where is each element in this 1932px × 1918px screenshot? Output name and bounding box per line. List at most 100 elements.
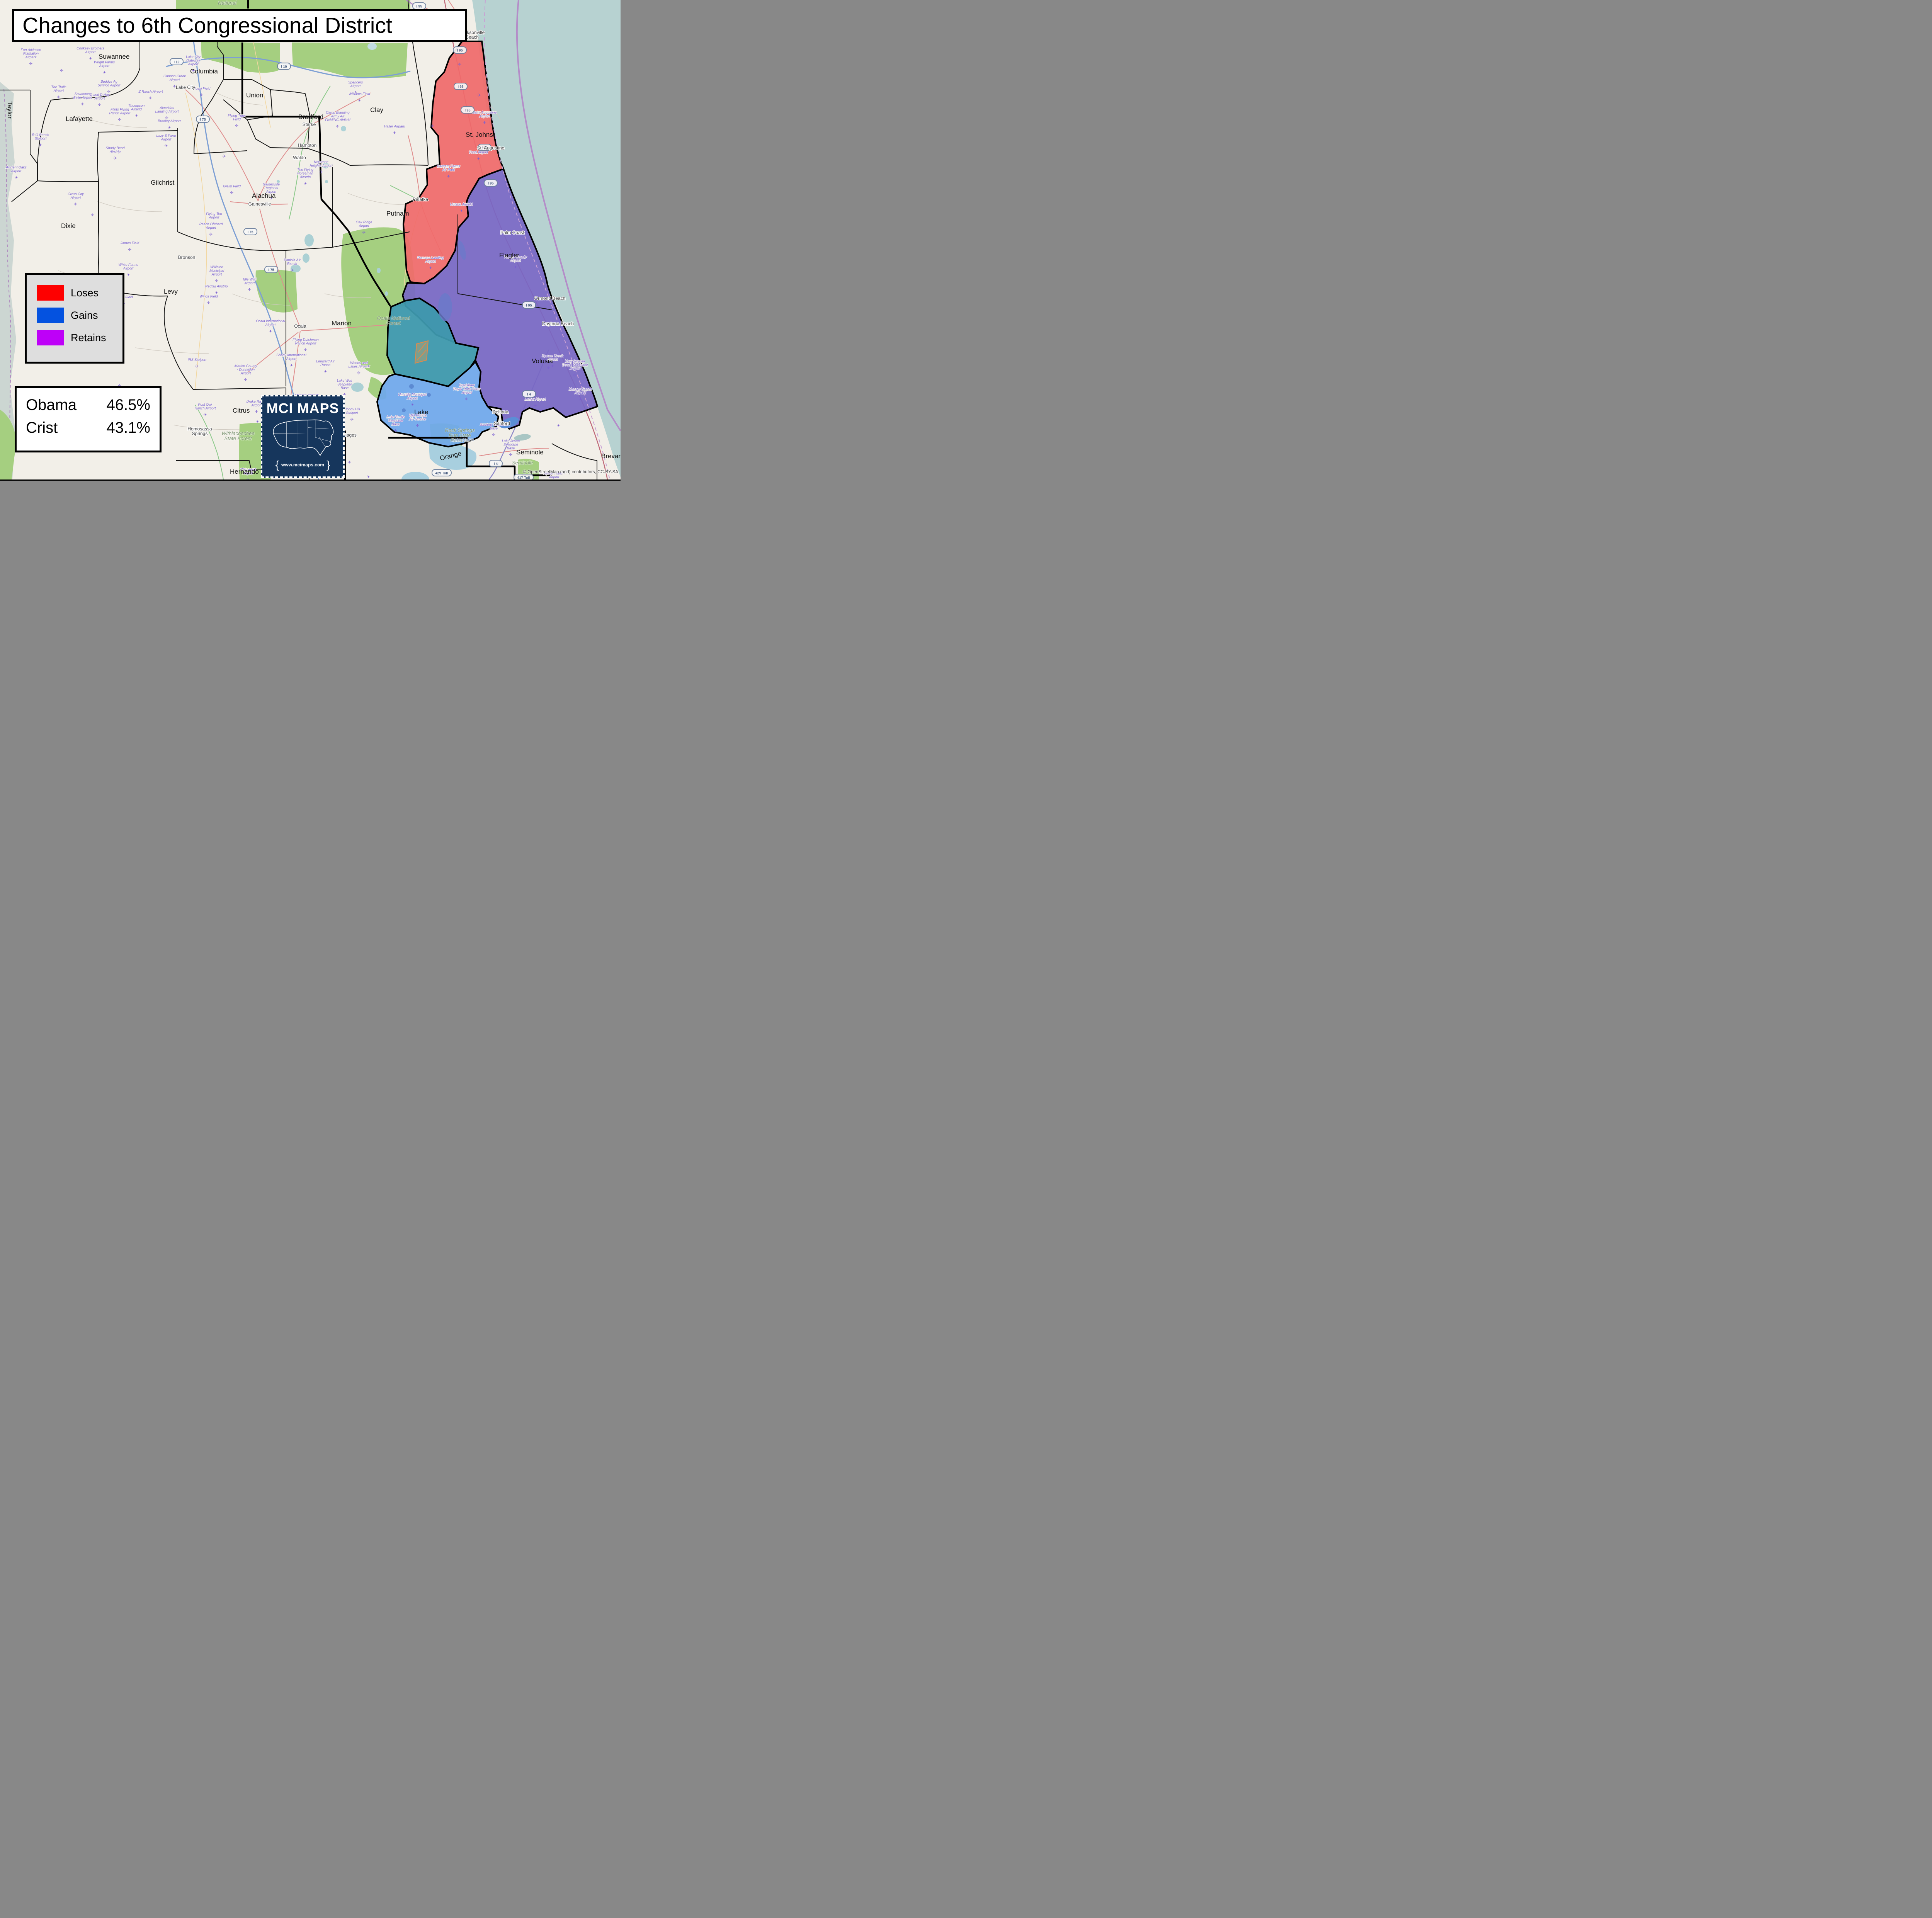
airplane-icon: ✈ <box>416 423 419 428</box>
airplane-icon: ✈ <box>173 84 176 89</box>
airport-label: Almeidas Landing Airport ✈ <box>155 105 179 121</box>
airport-name: R O Ranch Stolport <box>32 133 49 141</box>
road-shield: I 95 <box>454 83 468 90</box>
airport-label: Shady International Airport ✈ <box>276 353 307 368</box>
shield-label: I 95 <box>464 109 470 112</box>
airport-name: Bradshaw Royal Trails Farm Airport <box>453 383 481 394</box>
candidate-pct: 43.1% <box>106 419 150 436</box>
airport-name: D and D Hay Airport <box>90 93 110 100</box>
candidate-pct: 46.5% <box>106 396 150 413</box>
airplane-icon: ✈ <box>200 93 203 98</box>
airport-name: Lake City Gateway Airport <box>186 55 201 66</box>
forest-labels: National Ocala National Forest Withlacooche… <box>218 0 533 466</box>
county-label: Union <box>246 92 263 99</box>
airport-label: Spencers Airport ✈ <box>348 80 364 95</box>
airplane-icon: ✈ <box>74 202 77 207</box>
county-label: Seminole <box>516 449 544 456</box>
airplane-icon: ✈ <box>556 423 560 428</box>
airplane-icon: ✈ <box>113 156 117 161</box>
water-labels: Lake Harris <box>452 437 474 443</box>
airport-name: Haller Airpark <box>384 124 405 128</box>
airport-label: Flying Dutchman Ranch Airport ✈ <box>292 337 319 352</box>
county-label: Citrus <box>233 407 250 414</box>
airport-label: Lake Weir Seaplane Base ✈ <box>337 378 353 397</box>
shield-label: I 75 <box>200 118 206 122</box>
offshore-line-thick <box>516 0 621 432</box>
airplane-icon: ✈ <box>483 121 486 125</box>
airplane-icon: ✈ <box>149 96 152 101</box>
airport-name: Hutson Airfield <box>450 202 473 206</box>
airplane-icon: ✈ <box>207 301 210 306</box>
airplane-icon: ✈ <box>209 232 213 237</box>
airport-name: Massey Ranch Airpark <box>569 387 592 395</box>
legend-item: Loses <box>37 285 122 301</box>
airport-name: Cross City Airport <box>68 192 84 200</box>
airplane-icon: ✈ <box>447 174 450 179</box>
airplane-icon: ✈ <box>336 124 339 129</box>
airport-name: Oak Ridge Airport <box>356 220 372 228</box>
legend: Loses Gains Retains <box>25 273 124 364</box>
logo-url: www.mcimaps.com <box>281 462 324 468</box>
airport-name: Shady International Airport <box>276 353 307 361</box>
road-shields: I 10 I 10 I 75 I 75 I 75 I 95 I 95 I 95 I 95 I 95… <box>170 2 536 480</box>
road-shield: 429 Toll <box>432 469 452 476</box>
forest-label: Seminole <box>512 460 533 466</box>
airplane-icon: ✈ <box>578 397 582 402</box>
airport-label: Williston Municipal Airport ✈ <box>209 265 225 284</box>
result-row: Crist 43.1% <box>26 419 150 437</box>
logo-title: MCI MAPS <box>266 400 339 416</box>
airport-label: Redtail Airstrip ✈ <box>205 284 228 296</box>
city-label: Lake City <box>176 85 195 90</box>
airport-name: Leffler Airport <box>525 397 546 401</box>
airport-label: Wings Field✈ <box>199 294 219 306</box>
airplane-icon: ✈ <box>304 348 307 352</box>
airport-name: Hobby Hill Stolport <box>344 407 360 415</box>
road-shield: I 75 <box>243 228 257 235</box>
airport-name: Lazy S Farm Airport <box>156 134 176 141</box>
airplane-icon: ✈ <box>107 90 111 94</box>
airport-label: D and D Hay Airport✈ <box>89 92 110 107</box>
district-retains-area <box>401 168 599 430</box>
airplane-icon: ✈ <box>126 273 130 277</box>
airplane-icon: ✈ <box>91 213 94 218</box>
airplane-icon: ✈ <box>167 126 171 130</box>
airplane-icon: ✈ <box>203 413 207 417</box>
airport-name: Fort Atkinson Plantation Airpark <box>21 48 41 59</box>
candidate-name: Crist <box>26 419 58 436</box>
airplane-icon: ✈ <box>551 364 554 369</box>
airport-name: Flying Dutchman Ranch Airport <box>293 338 319 345</box>
restricted-area <box>414 340 429 364</box>
forest-label: National <box>218 0 237 6</box>
shield-label: I 95 <box>416 5 422 9</box>
county-label: Dixie <box>61 222 76 230</box>
airport-name: Z Ranch Airport <box>138 90 163 94</box>
airport-name: Marion County - Dunnellon Airport <box>235 364 257 375</box>
road-shield: 417 Toll <box>514 474 534 480</box>
airplane-icon: ✈ <box>573 373 577 378</box>
county-label: Lafayette <box>66 115 93 122</box>
airport-name: Williams Field <box>349 92 370 96</box>
airport-name: Wright Farms Airport <box>94 60 115 68</box>
city-label: Bronson <box>178 255 196 260</box>
district-gains-area <box>376 360 500 448</box>
county-label: Clay <box>370 106 384 114</box>
airplane-icon: ✈ <box>357 99 361 103</box>
shield-label: I 95 <box>488 182 493 185</box>
airport-label: Z Ranch Airport ✈ <box>138 89 163 101</box>
airport-name: Shady Bend Airstrip <box>105 146 125 154</box>
district-gains-forest-area <box>386 297 480 388</box>
airport-name: IRS Stolport <box>188 358 207 362</box>
road-shield: I 4 <box>489 460 503 467</box>
shield-label: 417 Toll <box>517 476 530 480</box>
legend-label: Retains <box>71 332 106 343</box>
airplane-icon: ✈ <box>230 191 233 196</box>
airport-label: Lake Jesup Seaplane Base ✈ <box>502 439 520 457</box>
i10-line <box>166 57 411 78</box>
airport-label: Flagler County Airport ✈ <box>504 255 527 270</box>
legend-swatch <box>37 285 64 301</box>
city-label: Sanford <box>494 421 510 426</box>
airport-label: Bartram Farms Air Park ✈ <box>437 164 461 179</box>
airport-name: The Flying Horseman Airstrip <box>297 168 313 179</box>
airport-label: Woods and Lakes Airpark ✈ <box>348 360 370 376</box>
